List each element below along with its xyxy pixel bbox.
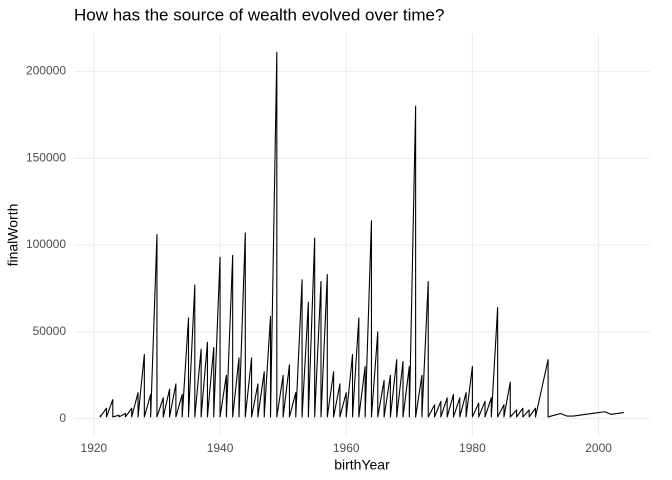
x-tick-label: 1940 [207,441,234,455]
x-tick-label: 1920 [81,441,108,455]
x-axis-label: birthYear [334,457,390,473]
y-tick-label: 150000 [26,150,66,164]
x-tick-label: 1980 [459,441,486,455]
chart-title: How has the source of wealth evolved ove… [74,5,444,24]
y-tick-label: 50000 [33,324,67,338]
y-tick-label: 100000 [26,237,66,251]
y-axis-label: finalWorth [5,204,21,267]
x-tick-label: 1960 [333,441,360,455]
data-line [99,51,624,418]
x-tick-label: 2000 [585,441,612,455]
y-tick-label: 0 [59,411,66,425]
y-tick-label: 200000 [26,64,66,78]
